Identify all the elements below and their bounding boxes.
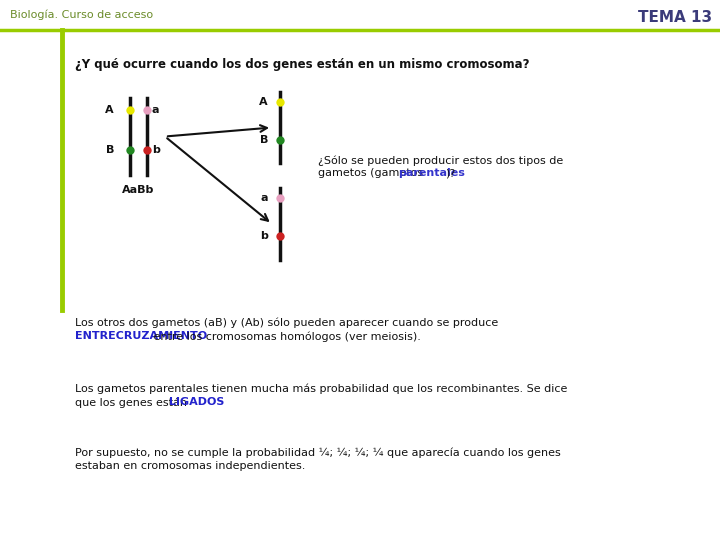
Text: AaBb: AaBb	[122, 185, 155, 195]
Text: parentales: parentales	[398, 168, 465, 178]
Text: ¿Y qué ocurre cuando los dos genes están en un mismo cromosoma?: ¿Y qué ocurre cuando los dos genes están…	[75, 58, 529, 71]
Text: ¿Sólo se pueden producir estos dos tipos de: ¿Sólo se pueden producir estos dos tipos…	[318, 155, 563, 165]
Text: a: a	[152, 105, 160, 115]
Text: Los gametos parentales tienen mucha más probabilidad que los recombinantes. Se d: Los gametos parentales tienen mucha más …	[75, 384, 567, 395]
Text: estaban en cromosomas independientes.: estaban en cromosomas independientes.	[75, 461, 305, 471]
Text: Biología. Curso de acceso: Biología. Curso de acceso	[10, 10, 153, 21]
Text: )?: )?	[445, 168, 455, 178]
Text: entre los cromosomas homólogos (ver meiosis).: entre los cromosomas homólogos (ver meio…	[150, 331, 421, 341]
Text: LIGADOS: LIGADOS	[169, 397, 225, 407]
Text: gametos (gametos: gametos (gametos	[318, 168, 427, 178]
Text: A: A	[259, 97, 268, 107]
Text: B: B	[106, 145, 114, 155]
Text: b: b	[152, 145, 160, 155]
Text: Los otros dos gametos (aB) y (Ab) sólo pueden aparecer cuando se produce: Los otros dos gametos (aB) y (Ab) sólo p…	[75, 318, 498, 328]
Text: ENTRECRUZAMIENTO: ENTRECRUZAMIENTO	[75, 331, 207, 341]
Text: B: B	[260, 135, 268, 145]
Text: b: b	[260, 231, 268, 241]
Text: a: a	[261, 193, 268, 203]
Text: A: A	[105, 105, 114, 115]
Text: Por supuesto, no se cumple la probabilidad ¼; ¼; ¼; ¼ que aparecía cuando los ge: Por supuesto, no se cumple la probabilid…	[75, 448, 561, 458]
Text: TEMA 13: TEMA 13	[638, 10, 712, 25]
Text: que los genes están: que los genes están	[75, 397, 191, 408]
